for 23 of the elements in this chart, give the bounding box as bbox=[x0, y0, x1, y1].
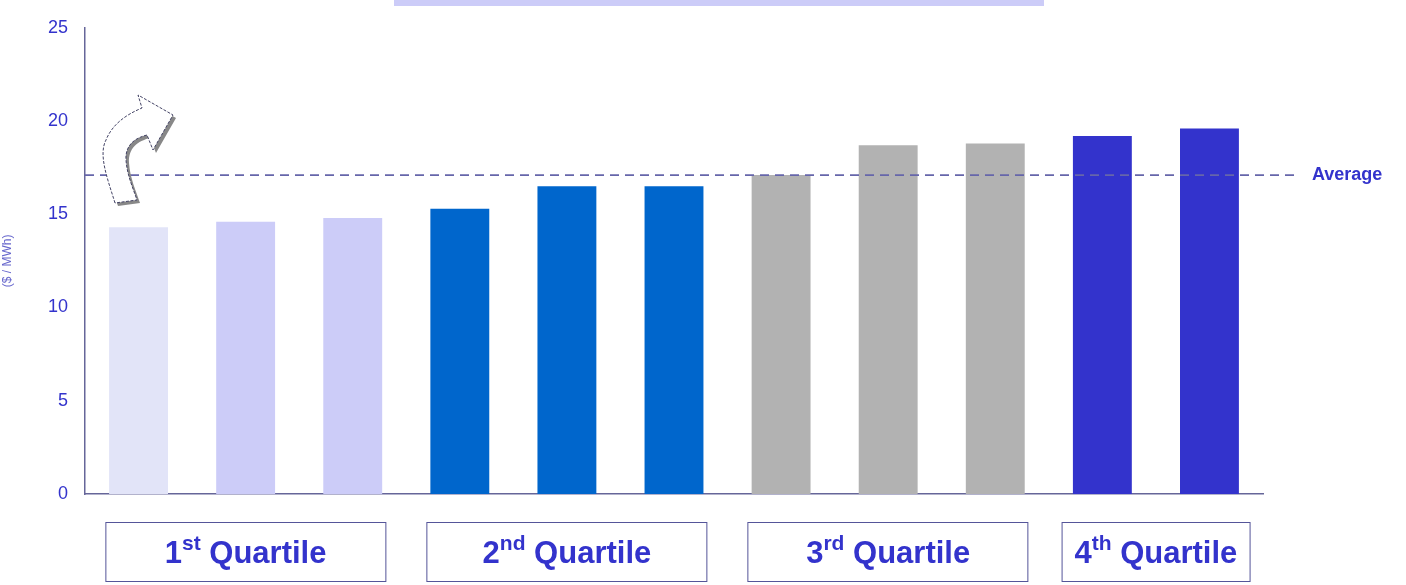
y-tick-label: 20 bbox=[47, 110, 68, 131]
bar bbox=[1072, 135, 1132, 494]
bar bbox=[751, 175, 811, 494]
bar bbox=[323, 218, 383, 494]
bar bbox=[430, 208, 490, 494]
text: 4$^{th}$ Quartile bbox=[1061, 522, 1251, 582]
text: 1$^{st}$ Quartile bbox=[104, 522, 387, 582]
y-tick-label: 5 bbox=[57, 389, 68, 410]
y-axis-title: ($ / MWh) bbox=[0, 234, 14, 288]
bar bbox=[216, 221, 276, 494]
bar bbox=[858, 145, 918, 494]
bar bbox=[537, 186, 597, 494]
bar bbox=[644, 186, 704, 494]
bar bbox=[1180, 128, 1239, 494]
ref-line-label: Average bbox=[1312, 164, 1383, 185]
y-tick-label: 0 bbox=[57, 482, 68, 503]
bar bbox=[109, 227, 168, 494]
text: 3$^{rd}$ Quartile bbox=[747, 522, 1029, 582]
text: 2$^{nd}$ Quartile bbox=[426, 522, 708, 582]
y-tick-label: 25 bbox=[47, 16, 68, 37]
y-tick-label: 10 bbox=[47, 296, 68, 317]
y-tick-label: 15 bbox=[47, 203, 68, 224]
bar bbox=[965, 143, 1025, 494]
